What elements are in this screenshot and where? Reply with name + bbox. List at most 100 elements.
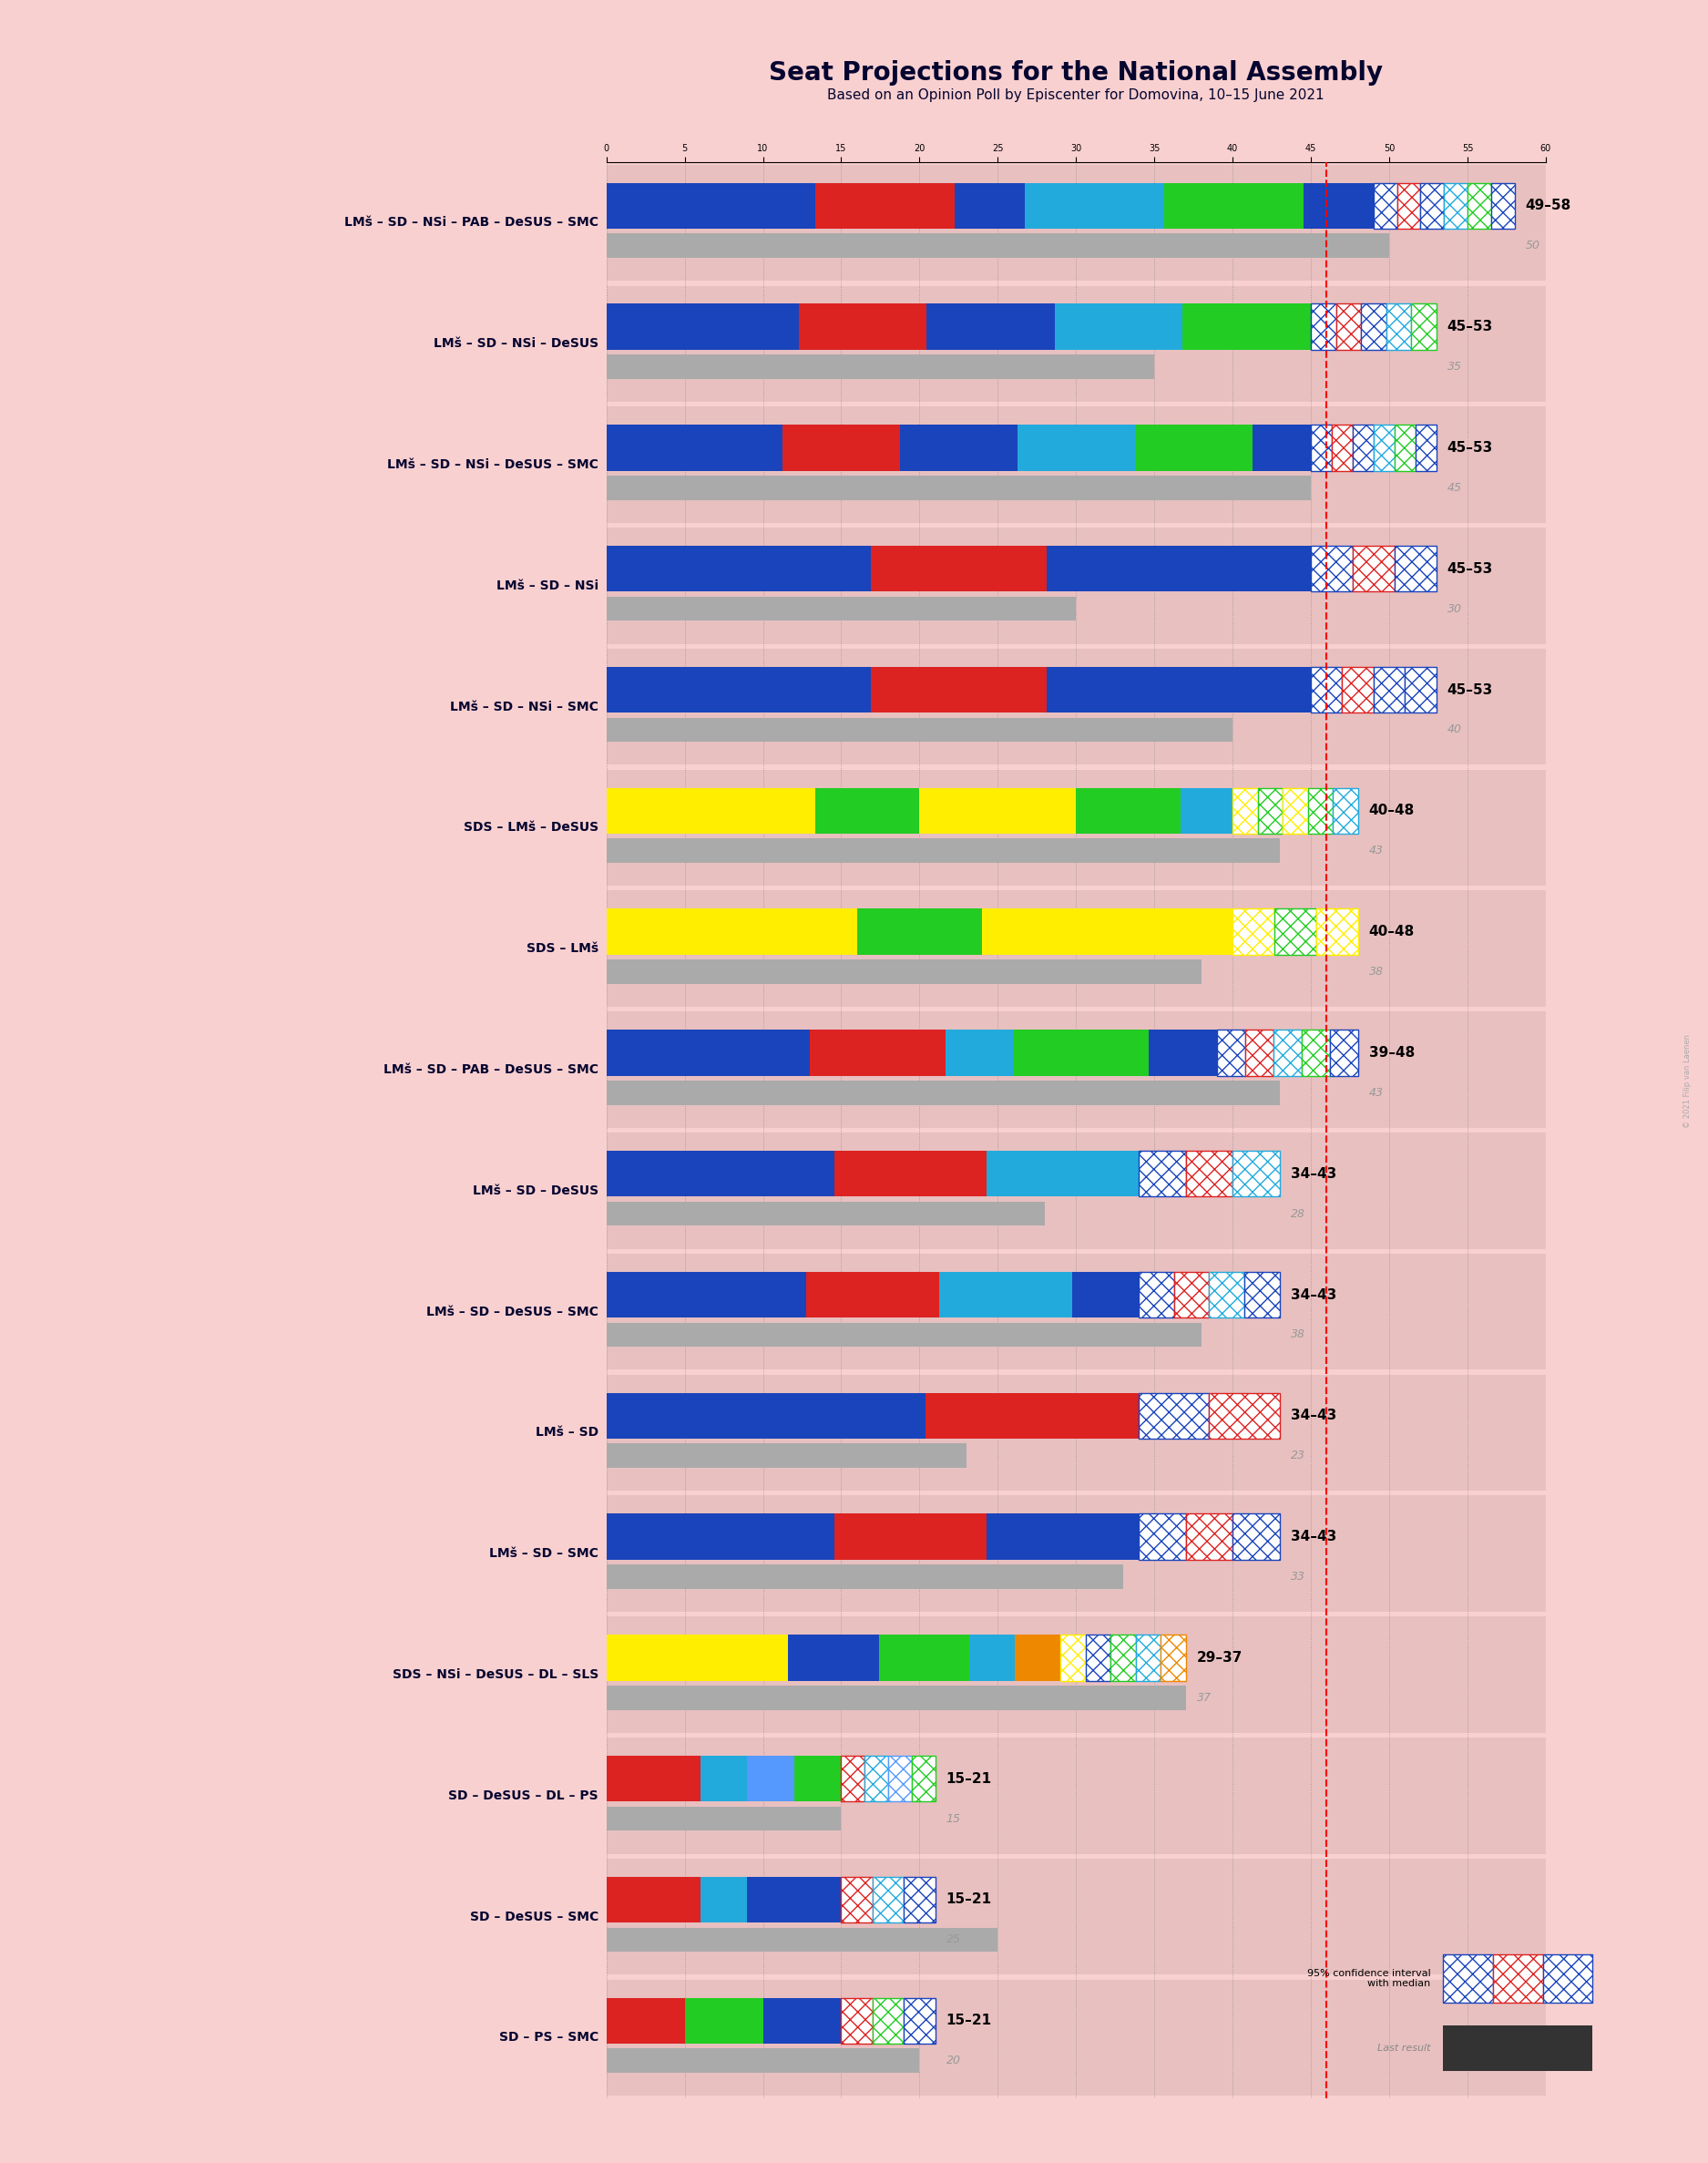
Bar: [1134, 424, 1252, 472]
Text: SD – PS – SMC: SD – PS – SMC: [499, 2031, 598, 2044]
Text: LMš – SD: LMš – SD: [536, 1425, 598, 1438]
Bar: [606, 286, 1546, 402]
Bar: [880, 1635, 970, 1681]
Bar: [606, 839, 1279, 863]
Bar: [1161, 1635, 1185, 1681]
Bar: [1110, 1635, 1136, 1681]
Bar: [835, 1151, 987, 1196]
Bar: [1209, 1393, 1279, 1438]
Text: 23: 23: [1291, 1449, 1305, 1462]
Text: LMš – SD – NSi: LMš – SD – NSi: [497, 580, 598, 593]
Text: 45–53: 45–53: [1447, 441, 1493, 454]
Bar: [1245, 1030, 1274, 1075]
Bar: [1056, 303, 1182, 350]
Text: LMš – SD – NSi – DeSUS: LMš – SD – NSi – DeSUS: [434, 337, 598, 350]
Text: 15–21: 15–21: [946, 2014, 992, 2027]
Bar: [955, 184, 1025, 229]
Bar: [1303, 184, 1373, 229]
Bar: [606, 1979, 1546, 2096]
Bar: [1209, 1272, 1245, 1317]
Bar: [794, 1756, 842, 1802]
Text: LMš – SD – NSi – DeSUS – SMC: LMš – SD – NSi – DeSUS – SMC: [388, 459, 598, 472]
Text: SDS – NSi – DeSUS – DL – SLS: SDS – NSi – DeSUS – DL – SLS: [393, 1668, 598, 1681]
Bar: [1361, 303, 1387, 350]
Bar: [606, 1999, 685, 2044]
Bar: [606, 234, 1389, 257]
Text: 39–48: 39–48: [1368, 1047, 1414, 1060]
Bar: [1283, 787, 1308, 833]
Bar: [685, 1999, 763, 2044]
Bar: [1342, 666, 1373, 714]
Bar: [970, 1635, 1015, 1681]
Text: Seat Projections for the National Assembly: Seat Projections for the National Assemb…: [769, 61, 1383, 87]
Text: 15–21: 15–21: [946, 1893, 992, 1906]
Bar: [606, 718, 1233, 742]
Text: 28: 28: [1291, 1207, 1305, 1220]
Text: SD – DeSUS – DL – PS: SD – DeSUS – DL – PS: [449, 1789, 598, 1802]
Bar: [606, 528, 1546, 645]
Bar: [987, 1151, 1139, 1196]
Text: 45–53: 45–53: [1447, 320, 1493, 333]
Bar: [1331, 1030, 1358, 1075]
Bar: [1076, 787, 1180, 833]
Bar: [871, 545, 1047, 593]
Bar: [842, 1877, 873, 1923]
Bar: [1493, 1955, 1542, 2003]
Bar: [810, 1030, 946, 1075]
Bar: [1233, 1514, 1279, 1560]
Text: 29–37: 29–37: [1197, 1650, 1242, 1666]
Bar: [873, 1877, 904, 1923]
Bar: [606, 1255, 1546, 1369]
Bar: [606, 1151, 835, 1196]
Bar: [1013, 1030, 1149, 1075]
Bar: [1312, 303, 1336, 350]
Bar: [606, 184, 816, 229]
Bar: [606, 1616, 1546, 1733]
Bar: [1073, 1272, 1139, 1317]
Text: 34–43: 34–43: [1291, 1408, 1336, 1423]
Bar: [873, 1999, 904, 2044]
Bar: [871, 666, 1047, 714]
Bar: [606, 1322, 1201, 1348]
Bar: [1216, 1030, 1245, 1075]
Text: SDS – LMš – DeSUS: SDS – LMš – DeSUS: [463, 822, 598, 835]
Bar: [1308, 787, 1332, 833]
Bar: [1086, 1635, 1110, 1681]
Bar: [1312, 666, 1342, 714]
Bar: [606, 545, 871, 593]
Bar: [806, 1272, 939, 1317]
Bar: [606, 649, 1546, 766]
Bar: [1397, 184, 1421, 229]
Text: 45–53: 45–53: [1447, 562, 1493, 575]
Bar: [864, 1756, 888, 1802]
Text: 95% confidence interval
with median: 95% confidence interval with median: [1307, 1968, 1431, 1988]
Text: 34–43: 34–43: [1291, 1287, 1336, 1302]
Bar: [606, 1564, 1124, 1590]
Bar: [1312, 424, 1332, 472]
Bar: [1336, 303, 1361, 350]
Bar: [606, 1082, 1279, 1105]
Bar: [1443, 1955, 1493, 2003]
Bar: [606, 787, 815, 833]
Bar: [606, 355, 1155, 379]
Text: 50: 50: [1525, 240, 1541, 251]
Bar: [1373, 666, 1404, 714]
Text: 45–53: 45–53: [1447, 684, 1493, 696]
Bar: [606, 908, 857, 954]
Bar: [946, 1030, 1013, 1075]
Bar: [842, 1756, 864, 1802]
Bar: [1233, 1151, 1279, 1196]
Bar: [606, 407, 1546, 523]
Bar: [888, 1756, 912, 1802]
Bar: [1139, 1514, 1185, 1560]
Bar: [1301, 1030, 1331, 1075]
Bar: [1421, 184, 1443, 229]
Bar: [1274, 908, 1317, 954]
Bar: [1332, 787, 1358, 833]
Bar: [1139, 1272, 1173, 1317]
Bar: [606, 1514, 835, 1560]
Bar: [700, 1756, 748, 1802]
Bar: [1373, 184, 1397, 229]
Bar: [1467, 184, 1491, 229]
Bar: [1185, 1514, 1233, 1560]
